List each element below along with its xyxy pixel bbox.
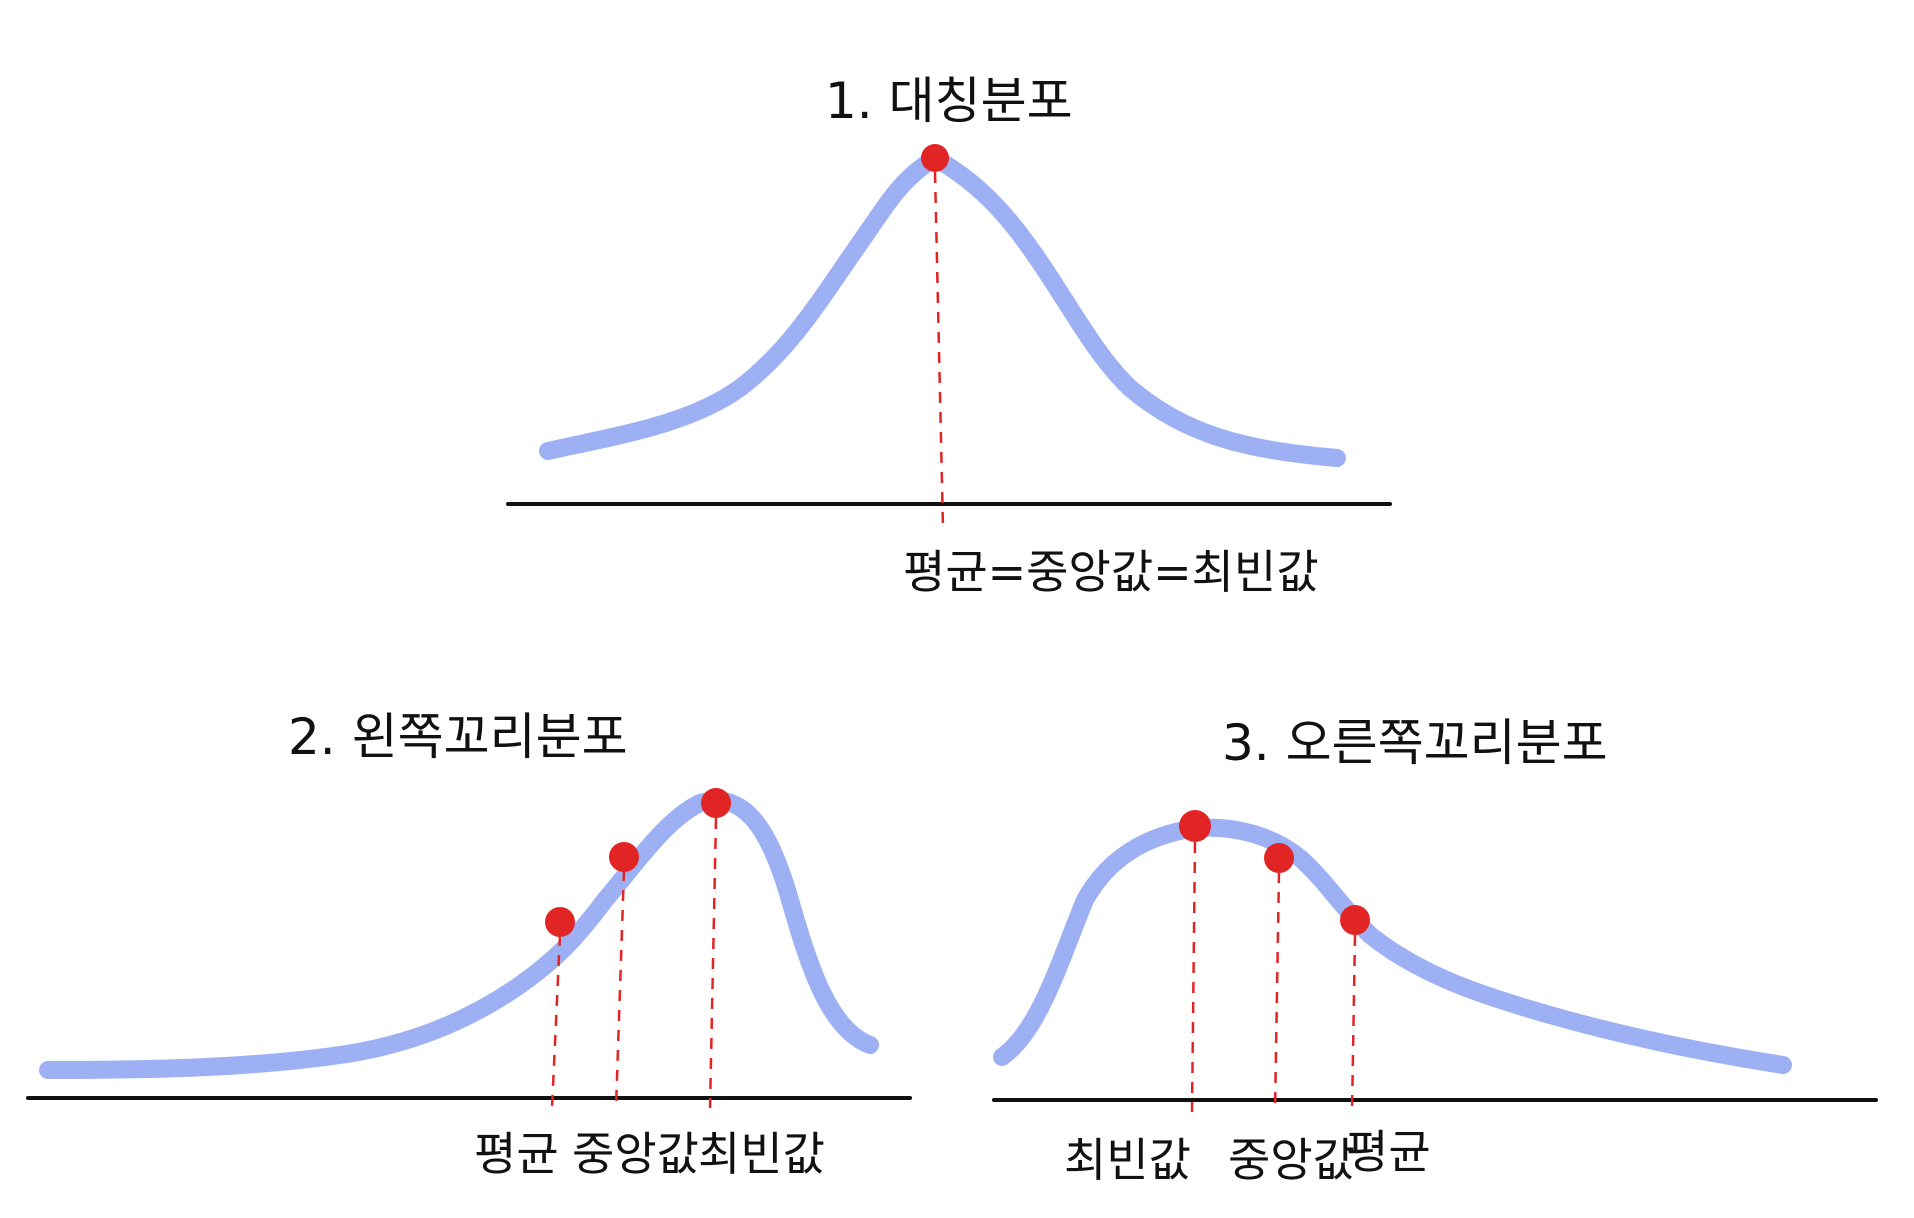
panel-right-skewed: 3. 오른쪽꼬리분포 최빈값 중앙값 평균 <box>992 714 1878 1187</box>
guide-line-left-mean <box>550 934 562 1109</box>
label-right-mode: 최빈값 <box>1064 1133 1191 1187</box>
marker-right-mode <box>1179 810 1211 842</box>
guide-line-right-mean <box>1350 934 1357 1113</box>
label-left-mean: 평균 <box>474 1127 559 1181</box>
label-left-mode: 최빈값 <box>698 1127 825 1181</box>
panel-title-right-skewed: 3. 오른쪽꼬리분포 <box>1222 714 1608 772</box>
label-right-median: 중앙값 <box>1228 1133 1355 1187</box>
marker-symmetric-center <box>921 144 949 172</box>
panel-symmetric: 1. 대칭분포 평균=중앙값=최빈값 <box>506 72 1392 599</box>
marker-left-mean <box>545 907 575 937</box>
guide-line-symmetric-center <box>933 171 945 529</box>
label-symmetric-center: 평균=중앙값=최빈값 <box>903 545 1319 599</box>
marker-left-mode <box>701 788 731 818</box>
distribution-curve-symmetric <box>539 149 1346 467</box>
guide-line-right-median <box>1273 871 1281 1113</box>
guide-line-left-mode <box>708 817 718 1109</box>
label-right-mean: 평균 <box>1346 1125 1431 1179</box>
marker-right-mean <box>1340 905 1370 935</box>
panel-title-left-skewed: 2. 왼쪽꼬리분포 <box>288 708 628 766</box>
panel-left-skewed: 2. 왼쪽꼬리분포 평균 중앙값 최빈값 <box>26 708 912 1181</box>
distribution-curve-right-skewed <box>993 818 1792 1074</box>
marker-right-median <box>1264 843 1294 873</box>
marker-left-median <box>609 842 639 872</box>
guide-line-left-median <box>614 869 626 1109</box>
panel-title-symmetric: 1. 대칭분포 <box>825 72 1073 130</box>
label-left-median: 중앙값 <box>572 1127 699 1181</box>
distribution-curve-left-skewed <box>39 791 879 1079</box>
guide-line-right-mode <box>1190 841 1197 1113</box>
